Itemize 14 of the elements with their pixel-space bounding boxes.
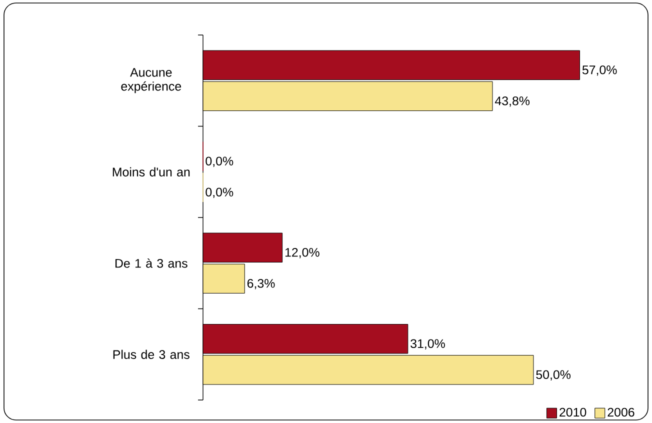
data-label: 0,0% <box>206 156 234 167</box>
data-label: 43,8% <box>494 96 530 107</box>
data-label: 0,0% <box>206 188 234 198</box>
data-label: 31,0% <box>410 339 445 350</box>
y-tick-label: Aucune expérience <box>121 68 182 94</box>
data-label: 6,3% <box>247 278 275 290</box>
data-label: 12,0% <box>285 248 320 258</box>
data-label: 57,0% <box>582 65 617 76</box>
y-tick-label: Plus de 3 ans <box>113 350 190 359</box>
legend-label: 2006 <box>608 408 634 417</box>
y-tick-label: De 1 à 3 ans <box>115 258 188 268</box>
data-label: 50,0% <box>536 370 571 381</box>
y-tick-label: Moins d'un an <box>112 167 190 176</box>
legend-label: 2010 <box>560 408 586 417</box>
